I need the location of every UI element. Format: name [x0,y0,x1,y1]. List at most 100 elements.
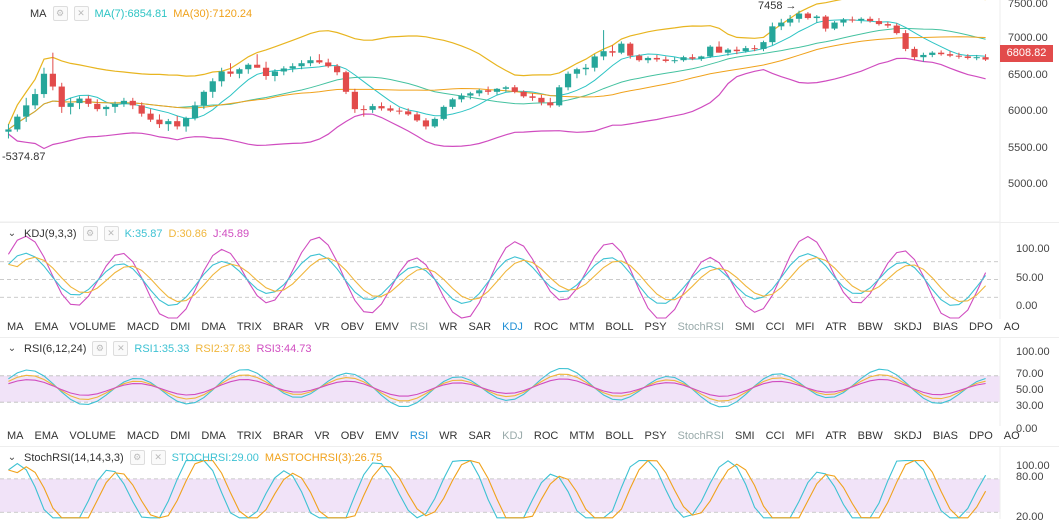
tab-mtm[interactable]: MTM [569,321,595,333]
tab-bbw[interactable]: BBW [857,430,883,442]
candle [138,102,145,117]
tab-roc[interactable]: ROC [533,321,559,333]
tab-bias[interactable]: BIAS [932,430,958,442]
tab-ma[interactable]: MA [7,430,24,442]
tab-kdj[interactable]: KDJ [502,321,523,333]
tab-mfi[interactable]: MFI [795,321,815,333]
rsi-axis-30: 30.00 [1016,400,1044,412]
tab-dpo[interactable]: DPO [968,430,993,442]
tab-vr[interactable]: VR [314,321,330,333]
tab-skdj[interactable]: SKDJ [893,321,922,333]
tab-ao[interactable]: AO [1003,430,1020,442]
tab-obv[interactable]: OBV [340,321,364,333]
tab-wr[interactable]: WR [439,430,458,442]
ma30-value: MA(30):7120.24 [173,7,253,20]
tab-mfi[interactable]: MFI [795,430,815,442]
tab-psy[interactable]: PSY [644,321,667,333]
chevron-down-icon[interactable]: ⌄ [7,452,17,463]
candle [245,63,252,74]
low-value: 5374.87 [5,151,46,163]
tab-dma[interactable]: DMA [201,430,226,442]
tab-volume[interactable]: VOLUME [69,321,116,333]
tab-dpo[interactable]: DPO [968,321,993,333]
tab-kdj[interactable]: KDJ [502,430,523,442]
tab-emv[interactable]: EMV [374,430,399,442]
close-icon[interactable]: ✕ [103,226,119,241]
tab-bbw[interactable]: BBW [857,321,883,333]
candle [787,15,794,27]
candle-body [138,105,145,114]
settings-icon[interactable]: ⚙ [129,450,145,465]
tab-brar[interactable]: BRAR [272,430,304,442]
tab-volume[interactable]: VOLUME [69,430,116,442]
tab-boll[interactable]: BOLL [605,430,634,442]
settings-icon[interactable]: ⚙ [52,6,68,21]
tab-trix[interactable]: TRIX [236,321,262,333]
tab-skdj[interactable]: SKDJ [893,430,922,442]
kdj-d-line [8,256,986,303]
candle-body [191,105,199,119]
candle [103,105,110,116]
tab-bias[interactable]: BIAS [932,321,958,333]
stoch-axis-80: 80.00 [1016,471,1044,483]
candle-body [831,22,838,29]
tab-ema[interactable]: EMA [34,430,59,442]
tab-macd[interactable]: MACD [126,430,160,442]
candle-body [644,57,652,61]
tab-atr[interactable]: ATR [825,321,847,333]
tab-sar[interactable]: SAR [468,321,492,333]
tab-sar[interactable]: SAR [468,430,492,442]
settings-icon[interactable]: ⚙ [82,226,98,241]
tab-boll[interactable]: BOLL [605,321,634,333]
close-icon[interactable]: ✕ [113,341,129,356]
candle-body [103,106,110,110]
tab-macd[interactable]: MACD [126,321,160,333]
tab-dmi[interactable]: DMI [170,321,191,333]
tab-emv[interactable]: EMV [374,321,399,333]
chevron-down-icon[interactable]: ⌄ [7,228,17,239]
rsi-axis-50: 50.00 [1016,384,1044,396]
tab-dmi[interactable]: DMI [170,430,191,442]
tab-dma[interactable]: DMA [201,321,226,333]
close-icon[interactable]: ✕ [73,6,89,21]
tab-cci[interactable]: CCI [765,430,785,442]
candle-body [795,13,803,19]
candle [964,54,971,60]
kdj-chart[interactable] [0,223,1059,319]
tab-psy[interactable]: PSY [644,430,667,442]
tab-mtm[interactable]: MTM [569,430,595,442]
rsi-chart[interactable] [0,338,1059,426]
tab-rsi[interactable]: RSI [409,430,429,442]
candle [289,63,296,73]
tab-stochrsi[interactable]: StochRSI [677,321,725,333]
tab-ema[interactable]: EMA [34,321,59,333]
tab-brar[interactable]: BRAR [272,321,304,333]
close-icon[interactable]: ✕ [150,450,166,465]
tab-roc[interactable]: ROC [533,430,559,442]
tab-smi[interactable]: SMI [735,321,755,333]
tab-smi[interactable]: SMI [735,430,755,442]
candle-body [618,43,625,53]
tab-stochrsi[interactable]: StochRSI [677,430,725,442]
tab-atr[interactable]: ATR [825,430,847,442]
stochrsi-chart[interactable] [0,447,1059,519]
candle-body [724,49,732,53]
boll-mid-line [8,27,986,130]
tab-ao[interactable]: AO [1003,321,1020,333]
candle-body [333,66,341,73]
tab-vr[interactable]: VR [314,430,330,442]
candle [342,70,350,95]
settings-icon[interactable]: ⚙ [92,341,108,356]
tab-rsi[interactable]: RSI [409,321,429,333]
candle-body [298,63,305,67]
tab-wr[interactable]: WR [439,321,458,333]
candle [85,95,92,107]
candle-body [111,103,119,107]
tab-cci[interactable]: CCI [765,321,785,333]
tab-trix[interactable]: TRIX [236,430,262,442]
candlestick-chart[interactable] [0,0,1059,222]
tab-ma[interactable]: MA [7,321,24,333]
chevron-down-icon[interactable]: ⌄ [7,343,17,354]
tab-obv[interactable]: OBV [340,430,364,442]
candle [271,69,279,82]
